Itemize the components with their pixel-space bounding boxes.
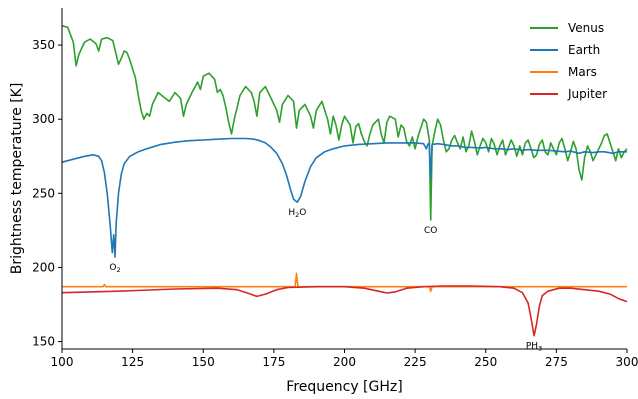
annotation-h2o: H2O <box>288 208 306 219</box>
annotation-ph3: PH3 <box>526 342 542 353</box>
x-tick-label-300: 300 <box>616 355 638 369</box>
x-tick-label-225: 225 <box>404 355 427 369</box>
annotation-co: CO <box>424 226 437 236</box>
x-axis-label: Frequency [GHz] <box>286 379 402 395</box>
x-axis-ticks: 100 125 150 175 200 225 250 275 300 <box>51 349 638 369</box>
y-axis-ticks: 150 200 250 300 350 <box>32 38 62 349</box>
legend: Venus Earth Mars Jupiter <box>530 21 607 101</box>
x-tick-label-275: 275 <box>545 355 568 369</box>
legend-label-earth: Earth <box>568 43 600 57</box>
y-tick-label-250: 250 <box>32 186 55 200</box>
series-line-jupiter <box>61 285 628 337</box>
annotations: O2 H2O CO PH3 <box>109 208 542 352</box>
plot-lines <box>61 25 628 337</box>
x-tick-label-250: 250 <box>474 355 497 369</box>
series-line-venus <box>61 25 628 221</box>
legend-label-venus: Venus <box>568 21 604 35</box>
x-tick-label-125: 125 <box>121 355 144 369</box>
x-tick-label-200: 200 <box>333 355 356 369</box>
y-tick-label-350: 350 <box>32 38 55 52</box>
annotation-o2: O2 <box>109 263 120 274</box>
x-tick-label-175: 175 <box>262 355 285 369</box>
y-tick-label-150: 150 <box>32 335 55 349</box>
y-tick-label-200: 200 <box>32 260 55 274</box>
x-tick-label-150: 150 <box>192 355 215 369</box>
series-line-mars <box>62 272 627 292</box>
x-tick-label-100: 100 <box>51 355 74 369</box>
y-axis-label: Brightness temperature [K] <box>9 83 25 275</box>
series-line-earth <box>61 137 627 258</box>
y-tick-label-300: 300 <box>32 112 55 126</box>
legend-label-mars: Mars <box>568 65 597 79</box>
legend-label-jupiter: Jupiter <box>567 87 607 101</box>
